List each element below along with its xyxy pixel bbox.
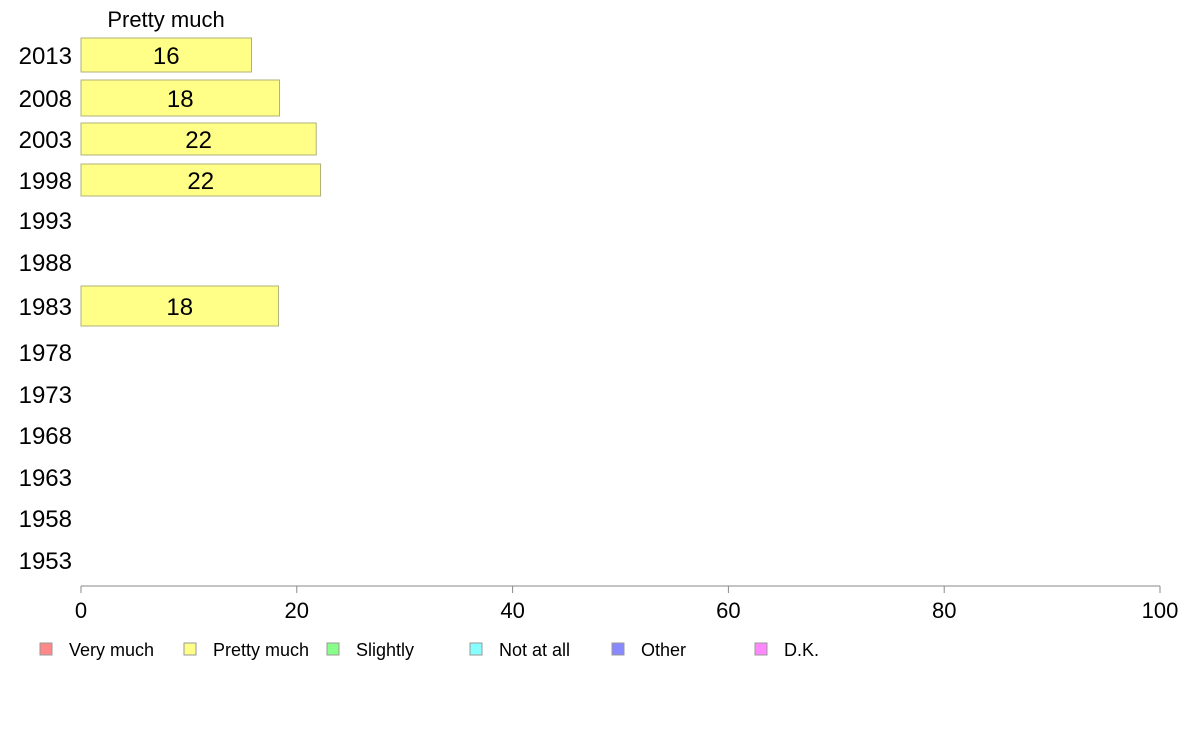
legend-swatch-very-much: [39, 642, 53, 656]
category-label-2003: 2003: [19, 127, 72, 154]
category-label-2013: 2013: [19, 43, 72, 70]
bar-1983: [80, 285, 279, 327]
category-label-1953: 1953: [19, 548, 72, 575]
category-label-1973: 1973: [19, 382, 72, 409]
category-label-2008: 2008: [19, 86, 72, 113]
legend-swatch-pretty-much: [183, 642, 197, 656]
x-tick-label-0: 0: [75, 598, 87, 623]
bar-value-label-2008: 18: [167, 86, 194, 113]
category-label-1963: 1963: [19, 465, 72, 492]
legend-label-not-at-all: Not at all: [499, 640, 570, 660]
legend-swatch-d-k-: [754, 642, 768, 656]
x-tick-label-60: 60: [716, 598, 740, 623]
bar-value-label-1998: 22: [187, 168, 214, 195]
category-label-1983: 1983: [19, 294, 72, 321]
bar-value-labels: 16 18 22 22 18: [153, 43, 214, 321]
x-tick-label-20: 20: [285, 598, 309, 623]
x-tick-label-100: 100: [1142, 598, 1179, 623]
category-labels: 2013 2008 2003 1998 1993 1988 1983 1978 1973 1968…: [19, 43, 72, 575]
category-label-1978: 1978: [19, 340, 72, 367]
x-axis: 0 20 40 60 80 100: [75, 585, 1179, 623]
legend-label-pretty-much: Pretty much: [213, 640, 309, 660]
legend-label-other: Other: [641, 640, 686, 660]
legend: Very much Pretty much Slightly Not at all Ot…: [39, 640, 819, 660]
legend-swatch-not-at-all: [469, 642, 483, 656]
legend-swatch-slightly: [326, 642, 340, 656]
category-label-1958: 1958: [19, 506, 72, 533]
bar-1998: [80, 163, 322, 197]
x-tick-label-80: 80: [932, 598, 956, 623]
legend-label-slightly: Slightly: [356, 640, 414, 660]
category-label-1968: 1968: [19, 423, 72, 450]
x-tick-label-40: 40: [500, 598, 524, 623]
bar-2013: [80, 37, 252, 73]
bar-value-label-1983: 18: [166, 294, 193, 321]
category-label-1998: 1998: [19, 168, 72, 195]
legend-swatch-other: [611, 642, 625, 656]
bar-2003: [80, 122, 317, 156]
bar-2008: [80, 79, 281, 117]
bar-value-label-2013: 16: [153, 43, 180, 70]
legend-label-d-k-: D.K.: [784, 640, 819, 660]
legend-label-very-much: Very much: [69, 640, 154, 660]
bar-value-label-2003: 22: [185, 127, 212, 154]
series-title: Pretty much: [107, 7, 224, 32]
category-label-1993: 1993: [19, 208, 72, 235]
bars: [80, 37, 322, 327]
category-label-1988: 1988: [19, 250, 72, 277]
